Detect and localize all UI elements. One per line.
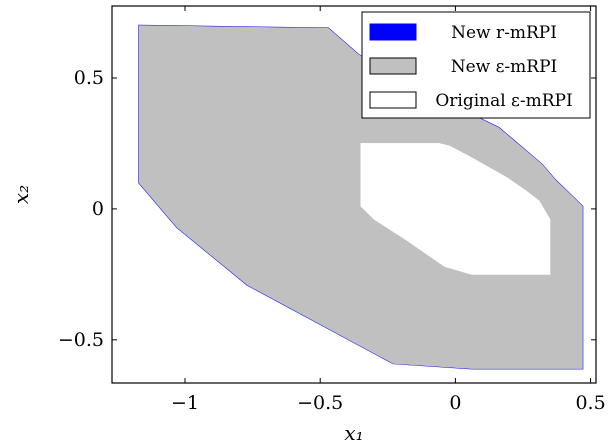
legend-label: New r-mRPI	[451, 23, 557, 43]
x-tick-label: −1	[171, 392, 199, 414]
regions-layer	[138, 24, 584, 370]
x-tick-label: 0	[449, 392, 461, 414]
x-axis-label: x₁	[344, 421, 363, 445]
ticks-layer: −1 −0.5 0 0.5 −0.5 0 0.5	[58, 6, 606, 414]
legend-swatch	[369, 57, 417, 75]
legend-items: New r-mRPI New ε-mRPI Original ε-mRPI	[369, 23, 573, 111]
plot-frame	[111, 5, 597, 384]
region-3	[360, 143, 551, 275]
legend: New r-mRPI New ε-mRPI Original ε-mRPI	[361, 11, 591, 119]
y-tick-label: 0.5	[74, 67, 104, 89]
y-tick-label: 0	[92, 198, 104, 220]
legend-swatch	[369, 91, 417, 109]
y-tick-label: −0.5	[58, 329, 104, 351]
x-tick-label: 0.5	[575, 392, 605, 414]
legend-label: Original ε-mRPI	[435, 91, 572, 111]
x-tick-label: −0.5	[297, 392, 343, 414]
legend-swatch	[369, 23, 417, 41]
y-axis-label: x₂	[9, 185, 33, 204]
legend-label: New ε-mRPI	[451, 57, 558, 77]
